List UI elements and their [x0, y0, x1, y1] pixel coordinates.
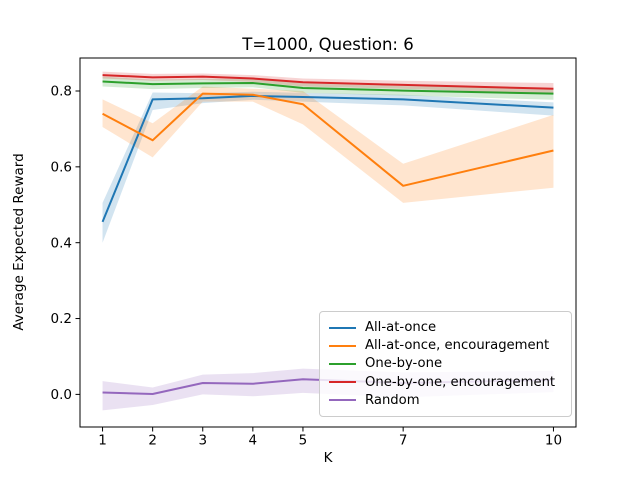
- x-tick-label: 5: [299, 433, 308, 449]
- x-tick-label: 2: [148, 433, 157, 449]
- y-tick-label: 0.6: [51, 160, 72, 176]
- y-tick-label: 0.8: [51, 84, 72, 100]
- legend-item-all-at-once: All-at-once: [329, 321, 562, 334]
- y-tick-label: 0.4: [51, 235, 72, 251]
- series-line: [102, 80, 554, 95]
- legend-line-swatch-purple: [329, 399, 356, 402]
- legend-item-all-at-once-encouragement: All-at-once, encouragement: [329, 339, 562, 352]
- axes: 1 2 3 4 5 7 10 0.0 0.2 0.4 0.6 0.8: [51, 57, 577, 449]
- legend-line-swatch-green: [329, 362, 356, 365]
- legend-label: One-by-one, encouragement: [365, 374, 556, 390]
- legend-item-random: Random: [329, 394, 562, 407]
- y-axis-label: Average Expected Reward: [11, 153, 27, 330]
- confidence-band: [102, 86, 554, 203]
- legend-line-swatch-red: [329, 381, 356, 384]
- legend-label: Random: [365, 392, 420, 408]
- legend-item-one-by-one-encouragement: One-by-one, encouragement: [329, 374, 562, 390]
- x-tick-label: 1: [98, 433, 107, 449]
- series-line: [102, 92, 554, 187]
- legend-item-one-by-one: One-by-one: [329, 356, 562, 372]
- x-axis-label: K: [324, 450, 334, 466]
- legend-line-swatch-blue: [329, 326, 356, 329]
- x-tick-label: 10: [545, 433, 562, 449]
- legend-label: One-by-one: [365, 356, 443, 372]
- y-tick-label: 0.0: [51, 387, 72, 403]
- series-line: [101, 94, 554, 223]
- x-tick-label: 4: [249, 433, 258, 449]
- series-line: [102, 74, 554, 90]
- x-tick-label: 7: [399, 433, 408, 449]
- legend-label: All-at-once, encouragement: [365, 338, 550, 354]
- legend: All-at-once All-at-once, encouragement O…: [319, 311, 572, 417]
- confidence-band: [102, 91, 554, 243]
- chart-title: T=1000, Question: 6: [241, 35, 414, 54]
- y-tick-label: 0.2: [51, 311, 72, 327]
- x-tick-label: 3: [198, 433, 207, 449]
- legend-line-swatch-orange: [329, 344, 356, 347]
- legend-label: All-at-once: [365, 319, 437, 335]
